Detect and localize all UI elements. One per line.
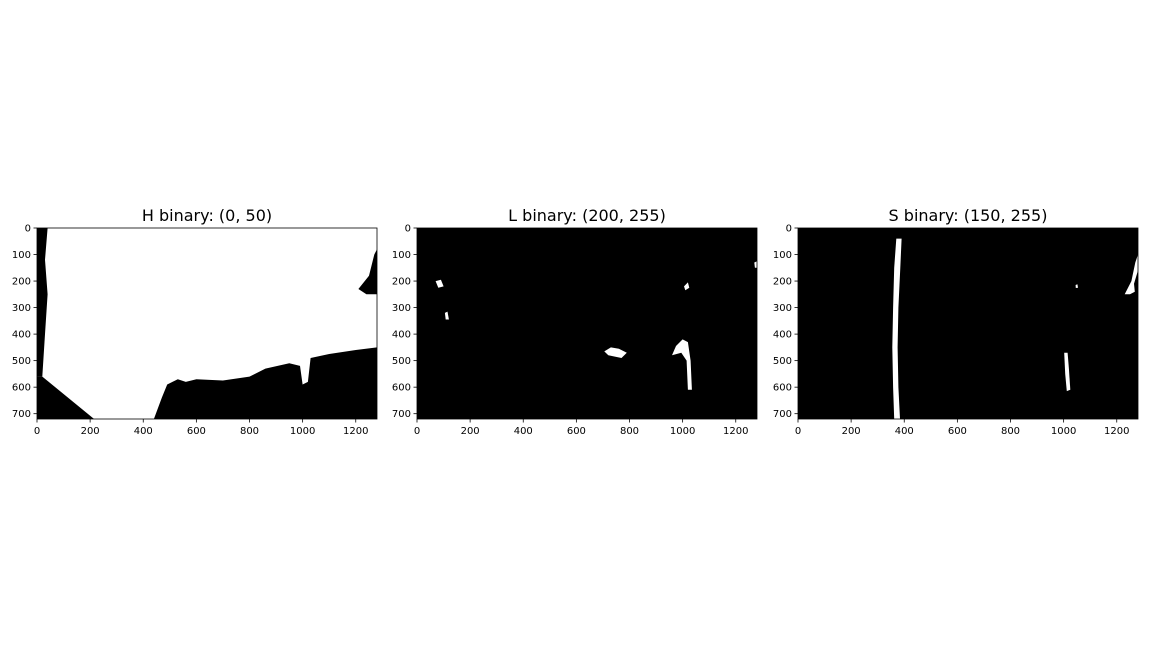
binary-region-1 xyxy=(892,238,902,419)
binary-region-1 xyxy=(37,228,48,377)
x-tick-label: 1000 xyxy=(290,426,315,437)
y-tick-label: 700 xyxy=(773,409,792,420)
x-tick-label: 1200 xyxy=(723,426,748,437)
y-tick-label: 500 xyxy=(12,356,31,367)
y-tick-label: 300 xyxy=(12,303,31,314)
y-tick-label: 400 xyxy=(773,330,792,341)
y-tick-label: 100 xyxy=(773,250,792,261)
y-tick-label: 500 xyxy=(773,356,792,367)
x-tick-label: 1200 xyxy=(343,426,368,437)
binary-region-4 xyxy=(358,249,377,295)
axes-frame xyxy=(797,227,1139,420)
binary-region-2 xyxy=(1064,352,1071,392)
y-tick-label: 200 xyxy=(392,277,411,288)
panel-1: 0 200 400 600 800 1000 1200 0 100 200 300 400 500 600… xyxy=(12,206,378,437)
panel-image-background xyxy=(417,228,757,419)
y-tick-label: 200 xyxy=(12,277,31,288)
binary-region-2 xyxy=(37,376,95,419)
y-tick-label: 600 xyxy=(12,383,31,394)
x-tick-label: 400 xyxy=(134,426,153,437)
panel-image-background xyxy=(798,228,1138,419)
axes-frame xyxy=(416,227,758,420)
x-tick-label: 200 xyxy=(81,426,100,437)
x-tick-label: 1000 xyxy=(670,426,695,437)
x-tick-label: 200 xyxy=(461,426,480,437)
panel-title: L binary: (200, 255) xyxy=(508,206,666,225)
x-tick-label: 600 xyxy=(187,426,206,437)
binary-region-3 xyxy=(1124,254,1138,295)
y-tick-label: 600 xyxy=(773,383,792,394)
x-tick-label: 800 xyxy=(1001,426,1020,437)
x-tick-label: 800 xyxy=(620,426,639,437)
y-tick-label: 600 xyxy=(392,383,411,394)
y-tick-label: 200 xyxy=(773,277,792,288)
y-tick-label: 100 xyxy=(392,250,411,261)
y-tick-label: 0 xyxy=(25,224,31,235)
x-tick-label: 0 xyxy=(414,426,420,437)
y-tick-label: 0 xyxy=(786,224,792,235)
y-tick-label: 0 xyxy=(405,224,411,235)
binary-region-4 xyxy=(1075,284,1078,288)
y-tick-label: 700 xyxy=(392,409,411,420)
x-tick-label: 0 xyxy=(795,426,801,437)
binary-region-3 xyxy=(684,282,690,291)
axes-frame xyxy=(36,227,378,420)
binary-region-2 xyxy=(604,347,627,358)
binary-region-4 xyxy=(435,279,444,288)
panel-title: H binary: (0, 50) xyxy=(142,206,272,225)
y-tick-label: 100 xyxy=(12,250,31,261)
x-tick-label: 400 xyxy=(514,426,533,437)
y-tick-label: 400 xyxy=(12,330,31,341)
binary-region-6 xyxy=(754,261,757,268)
y-tick-label: 300 xyxy=(392,303,411,314)
y-tick-label: 300 xyxy=(773,303,792,314)
binary-region-1 xyxy=(672,339,692,390)
x-tick-label: 800 xyxy=(240,426,259,437)
x-tick-label: 1000 xyxy=(1051,426,1076,437)
panel-2: 0 200 400 600 800 1000 1200 0 100 200 300 400 500 600… xyxy=(392,206,758,437)
x-tick-label: 0 xyxy=(34,426,40,437)
binary-region-5 xyxy=(444,311,449,320)
x-tick-label: 200 xyxy=(842,426,861,437)
x-tick-label: 600 xyxy=(948,426,967,437)
panel-title: S binary: (150, 255) xyxy=(889,206,1048,225)
x-tick-label: 1200 xyxy=(1104,426,1129,437)
y-tick-label: 500 xyxy=(392,356,411,367)
y-tick-label: 700 xyxy=(12,409,31,420)
x-tick-label: 400 xyxy=(895,426,914,437)
y-tick-label: 400 xyxy=(392,330,411,341)
x-tick-label: 600 xyxy=(567,426,586,437)
panel-3: 0 200 400 600 800 1000 1200 0 100 200 300 400 500 600… xyxy=(773,206,1139,437)
binary-region-3 xyxy=(153,347,377,419)
